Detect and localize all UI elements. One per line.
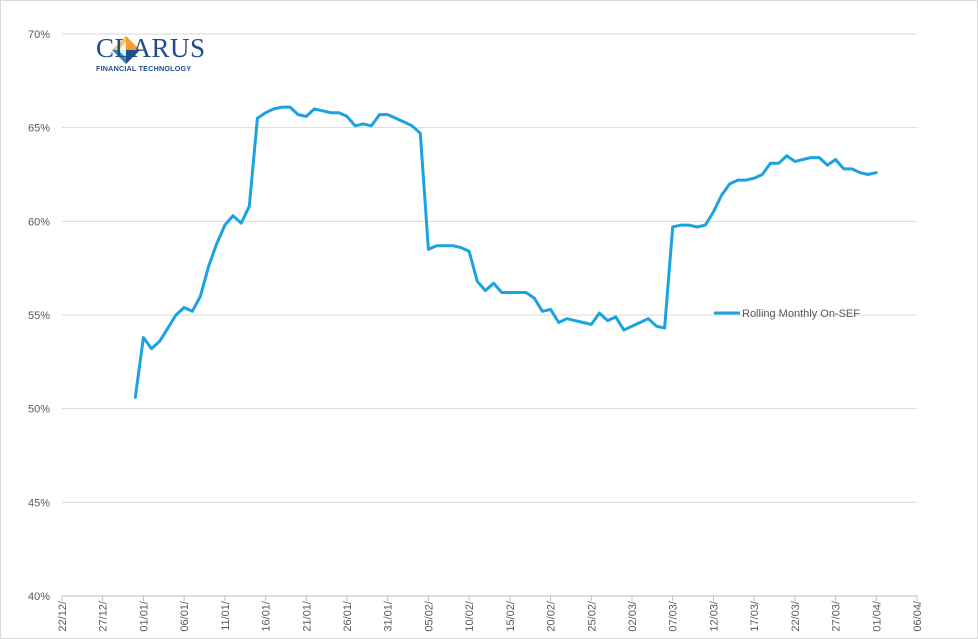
x-tick-label: 27/03/ [831, 600, 843, 632]
gridlines [62, 33, 917, 597]
x-axis-ticks: 22/12/27/12/01/01/06/01/11/01/16/01/21/0… [57, 596, 924, 632]
x-tick-label: 07/03/ [668, 600, 680, 632]
x-tick-label: 05/02/ [423, 600, 435, 632]
series-layer [133, 105, 878, 399]
x-tick-label: 31/01/ [383, 600, 395, 632]
x-tick-label: 02/03/ [627, 600, 639, 632]
legend-label: Rolling Monthly On-SEF [742, 308, 860, 320]
logo-tagline: FINANCIAL TECHNOLOGY [96, 64, 192, 73]
x-tick-label: 25/02/ [586, 600, 598, 632]
y-tick-label: 50% [28, 404, 50, 416]
series-line [133, 105, 878, 399]
legend: Rolling Monthly On-SEF [714, 308, 860, 320]
x-tick-label: 16/01/ [261, 600, 273, 632]
x-tick-label: 06/01/ [179, 600, 191, 632]
y-tick-label: 65% [28, 123, 50, 135]
x-tick-label: 22/03/ [790, 600, 802, 632]
logo-diamond-icon [112, 36, 140, 64]
x-tick-label: 15/02/ [505, 600, 517, 632]
y-tick-label: 60% [28, 216, 50, 228]
x-tick-label: 21/01/ [301, 600, 313, 632]
y-axis-ticks: 40% 45% 50% 55% 60% 65% 70% [28, 29, 50, 603]
y-tick-label: 45% [28, 497, 50, 509]
x-tick-label: 10/02/ [464, 600, 476, 632]
x-tick-label: 12/03/ [708, 600, 720, 632]
x-tick-label: 17/03/ [749, 600, 761, 632]
y-tick-label: 70% [28, 29, 50, 41]
x-tick-label: 11/01/ [220, 600, 232, 631]
x-tick-label: 06/04/ [912, 600, 924, 632]
y-tick-label: 55% [28, 310, 50, 322]
x-tick-label: 20/02/ [546, 600, 558, 632]
x-tick-label: 22/12/ [57, 600, 69, 632]
logo-name: CLARUS [96, 33, 206, 63]
x-tick-label: 01/04/ [871, 600, 883, 632]
x-tick-label: 27/12/ [98, 600, 110, 632]
x-tick-label: 26/01/ [342, 600, 354, 632]
y-tick-label: 40% [28, 591, 50, 603]
x-tick-label: 01/01/ [138, 600, 150, 632]
